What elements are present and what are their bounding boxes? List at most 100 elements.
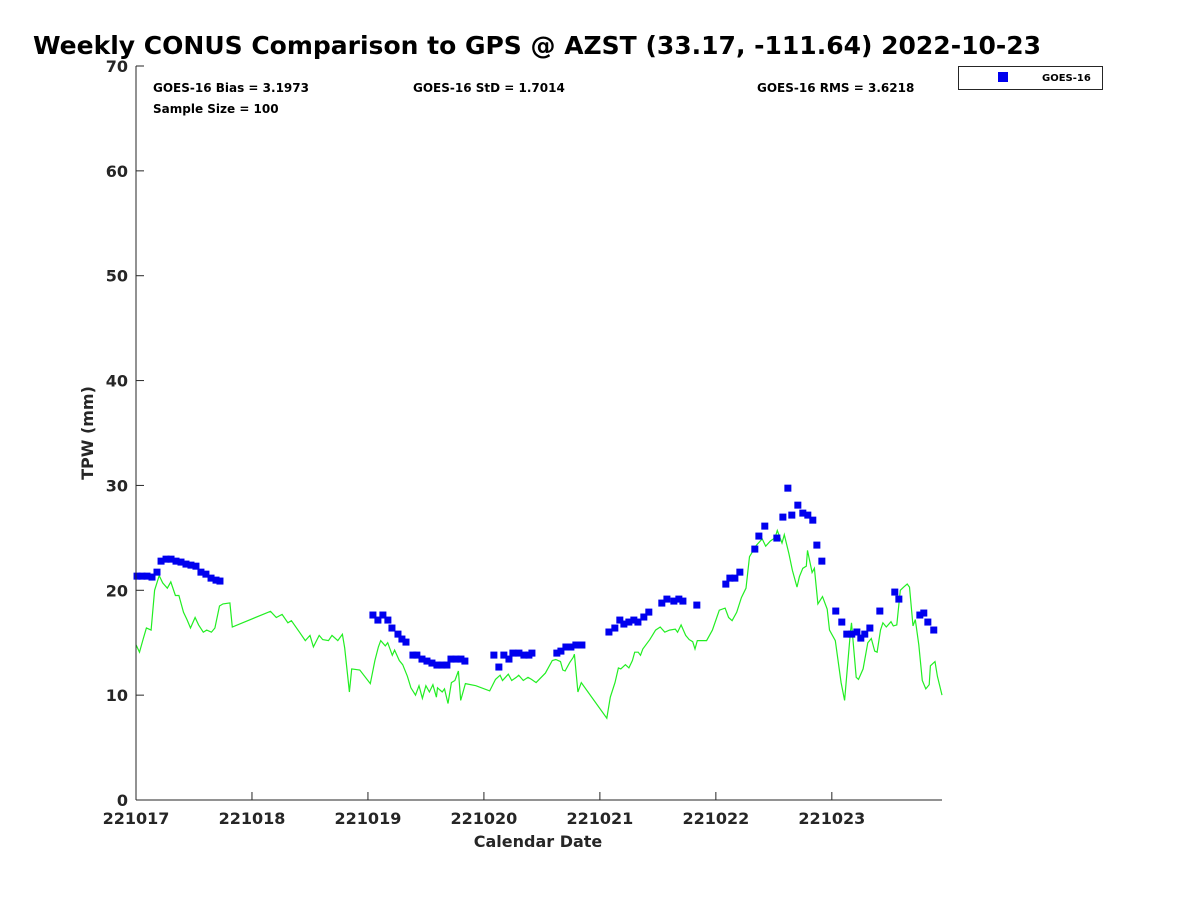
goes16-data-point — [804, 511, 812, 519]
y-tick-label: 60 — [106, 162, 128, 181]
goes16-data-point — [731, 574, 739, 582]
y-tick-label: 10 — [106, 686, 128, 705]
goes16-data-point — [813, 541, 821, 549]
goes16-data-point — [630, 616, 638, 624]
y-tick-label: 40 — [106, 372, 128, 391]
goes16-data-point — [620, 620, 628, 628]
goes16-data-point — [857, 634, 865, 642]
goes16-data-point — [578, 641, 586, 649]
goes16-data-point — [562, 643, 570, 651]
goes16-data-point — [413, 651, 421, 659]
goes16-data-point — [658, 599, 666, 607]
legend-marker-goes16 — [998, 72, 1008, 82]
goes16-data-point — [876, 607, 884, 615]
goes16-data-point — [755, 532, 763, 540]
x-tick-label: 221022 — [682, 809, 749, 828]
goes16-data-point — [216, 577, 224, 585]
goes16-data-point — [645, 608, 653, 616]
goes16-data-point — [379, 611, 387, 619]
x-tick-label: 221023 — [798, 809, 865, 828]
goes16-data-point — [148, 573, 156, 581]
x-ticks: 221017 221018 221019 221020 221021 221022 2210… — [103, 792, 865, 828]
goes16-data-point — [457, 655, 465, 663]
goes16-data-point — [490, 651, 498, 659]
goes16-data-point — [895, 595, 903, 603]
goes16-data-point — [809, 516, 817, 524]
x-tick-label: 221017 — [103, 809, 170, 828]
goes16-data-point — [384, 616, 392, 624]
goes16-data-point — [138, 572, 146, 580]
y-tick-label: 50 — [106, 267, 128, 286]
goes16-data-point — [515, 649, 523, 657]
goes16-data-point — [433, 661, 441, 669]
goes16-data-point — [924, 618, 932, 626]
y-tick-label: 30 — [106, 476, 128, 495]
goes16-data-point — [799, 509, 807, 517]
goes16-data-point — [423, 657, 431, 665]
x-axis-label: Calendar Date — [474, 832, 603, 851]
goes16-data-point — [153, 568, 161, 576]
goes16-data-point — [779, 513, 787, 521]
goes16-data-point — [861, 630, 869, 638]
goes16-data-point — [930, 626, 938, 634]
goes16-data-point — [722, 580, 730, 588]
goes16-data-point — [761, 522, 769, 530]
goes16-data-point — [838, 618, 846, 626]
y-tick-label: 70 — [106, 57, 128, 76]
goes16-data-point — [438, 661, 446, 669]
legend-box — [958, 66, 1103, 90]
goes16-data-point — [916, 611, 924, 619]
goes16-data-point — [167, 555, 175, 563]
y-ticks: 0 10 20 30 40 50 60 70 — [106, 57, 144, 810]
goes16-data-point — [172, 557, 180, 565]
goes16-data-point — [866, 624, 874, 632]
goes16-data-point — [452, 655, 460, 663]
goes16-data-point — [520, 651, 528, 659]
legend-label-goes16: GOES-16 — [1042, 73, 1091, 84]
goes16-data-point — [553, 649, 561, 657]
goes16-data-point — [505, 655, 513, 663]
goes16-data-point — [187, 561, 195, 569]
goes16-data-point — [784, 484, 792, 492]
goes16-data-point — [675, 595, 683, 603]
goes16-data-point — [773, 534, 781, 542]
goes16-data-point — [374, 616, 382, 624]
goes16-data-point — [848, 630, 856, 638]
goes16-data-point — [567, 643, 575, 651]
goes16-data-point — [788, 511, 796, 519]
x-tick-label: 221018 — [219, 809, 286, 828]
goes16-data-point — [428, 659, 436, 667]
bias-stat: GOES-16 Bias = 3.1973 — [153, 81, 309, 95]
goes16-data-point — [461, 657, 469, 665]
goes16-data-point — [818, 557, 826, 565]
legend: GOES-16 — [958, 66, 1103, 90]
goes16-data-point — [611, 624, 619, 632]
goes16-data-point — [212, 576, 220, 584]
goes16-data-point — [625, 618, 633, 626]
y-tick-label: 20 — [106, 581, 128, 600]
goes16-data-point — [634, 618, 642, 626]
plot-area — [133, 484, 943, 720]
goes16-data-point — [418, 655, 426, 663]
goes16-data-point — [192, 562, 200, 570]
goes16-data-point — [616, 616, 624, 624]
goes16-data-point — [500, 651, 508, 659]
goes16-data-point — [402, 638, 410, 646]
goes16-data-point — [891, 588, 899, 596]
goes16-data-point — [640, 613, 648, 621]
goes16-data-point — [853, 628, 861, 636]
goes16-data-point — [679, 597, 687, 605]
goes16-data-point — [751, 545, 759, 553]
goes16-data-point — [443, 661, 451, 669]
goes16-data-point — [736, 568, 744, 576]
goes16-data-point — [528, 649, 536, 657]
x-tick-label: 221019 — [335, 809, 402, 828]
goes16-data-point — [663, 595, 671, 603]
goes16-data-point — [832, 607, 840, 615]
goes16-data-point — [920, 609, 928, 617]
goes16-data-point — [207, 574, 215, 582]
goes16-data-point — [572, 641, 580, 649]
goes16-data-point — [726, 574, 734, 582]
y-axis-label: TPW (mm) — [78, 386, 97, 480]
goes16-data-point — [843, 630, 851, 638]
